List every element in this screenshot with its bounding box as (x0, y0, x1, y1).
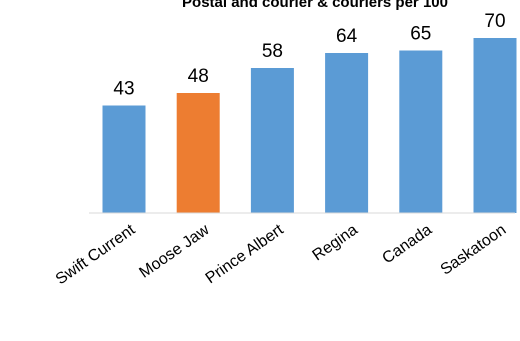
data-label-regina: 64 (336, 26, 358, 47)
bar-regina (325, 53, 368, 213)
bar-canada (399, 51, 442, 214)
x-tick-label-regina: Regina (310, 221, 361, 264)
x-tick-label-prince-albert: Prince Albert (203, 221, 288, 287)
bars-group (103, 38, 517, 213)
bar-swift-current (103, 106, 146, 214)
chart-title: Postal and courier & couriers per 100 (182, 0, 448, 11)
bar-prince-albert (251, 68, 294, 213)
value-labels-group: 43 48 58 64 65 70 (113, 11, 505, 100)
data-label-moose-jaw: 48 (188, 66, 209, 87)
x-tick-label-moose-jaw: Moose Jaw (136, 221, 212, 282)
bar-moose-jaw (177, 93, 220, 213)
data-label-prince-albert: 58 (262, 41, 283, 62)
bar-saskatoon (474, 38, 517, 213)
x-tick-label-saskatoon: Saskatoon (438, 221, 510, 278)
x-tick-label-canada: Canada (379, 221, 435, 267)
data-label-swift-current: 43 (113, 79, 134, 100)
data-label-canada: 65 (410, 24, 431, 45)
data-label-saskatoon: 70 (484, 11, 505, 32)
x-tick-label-swift-current: Swift Current (53, 221, 139, 288)
